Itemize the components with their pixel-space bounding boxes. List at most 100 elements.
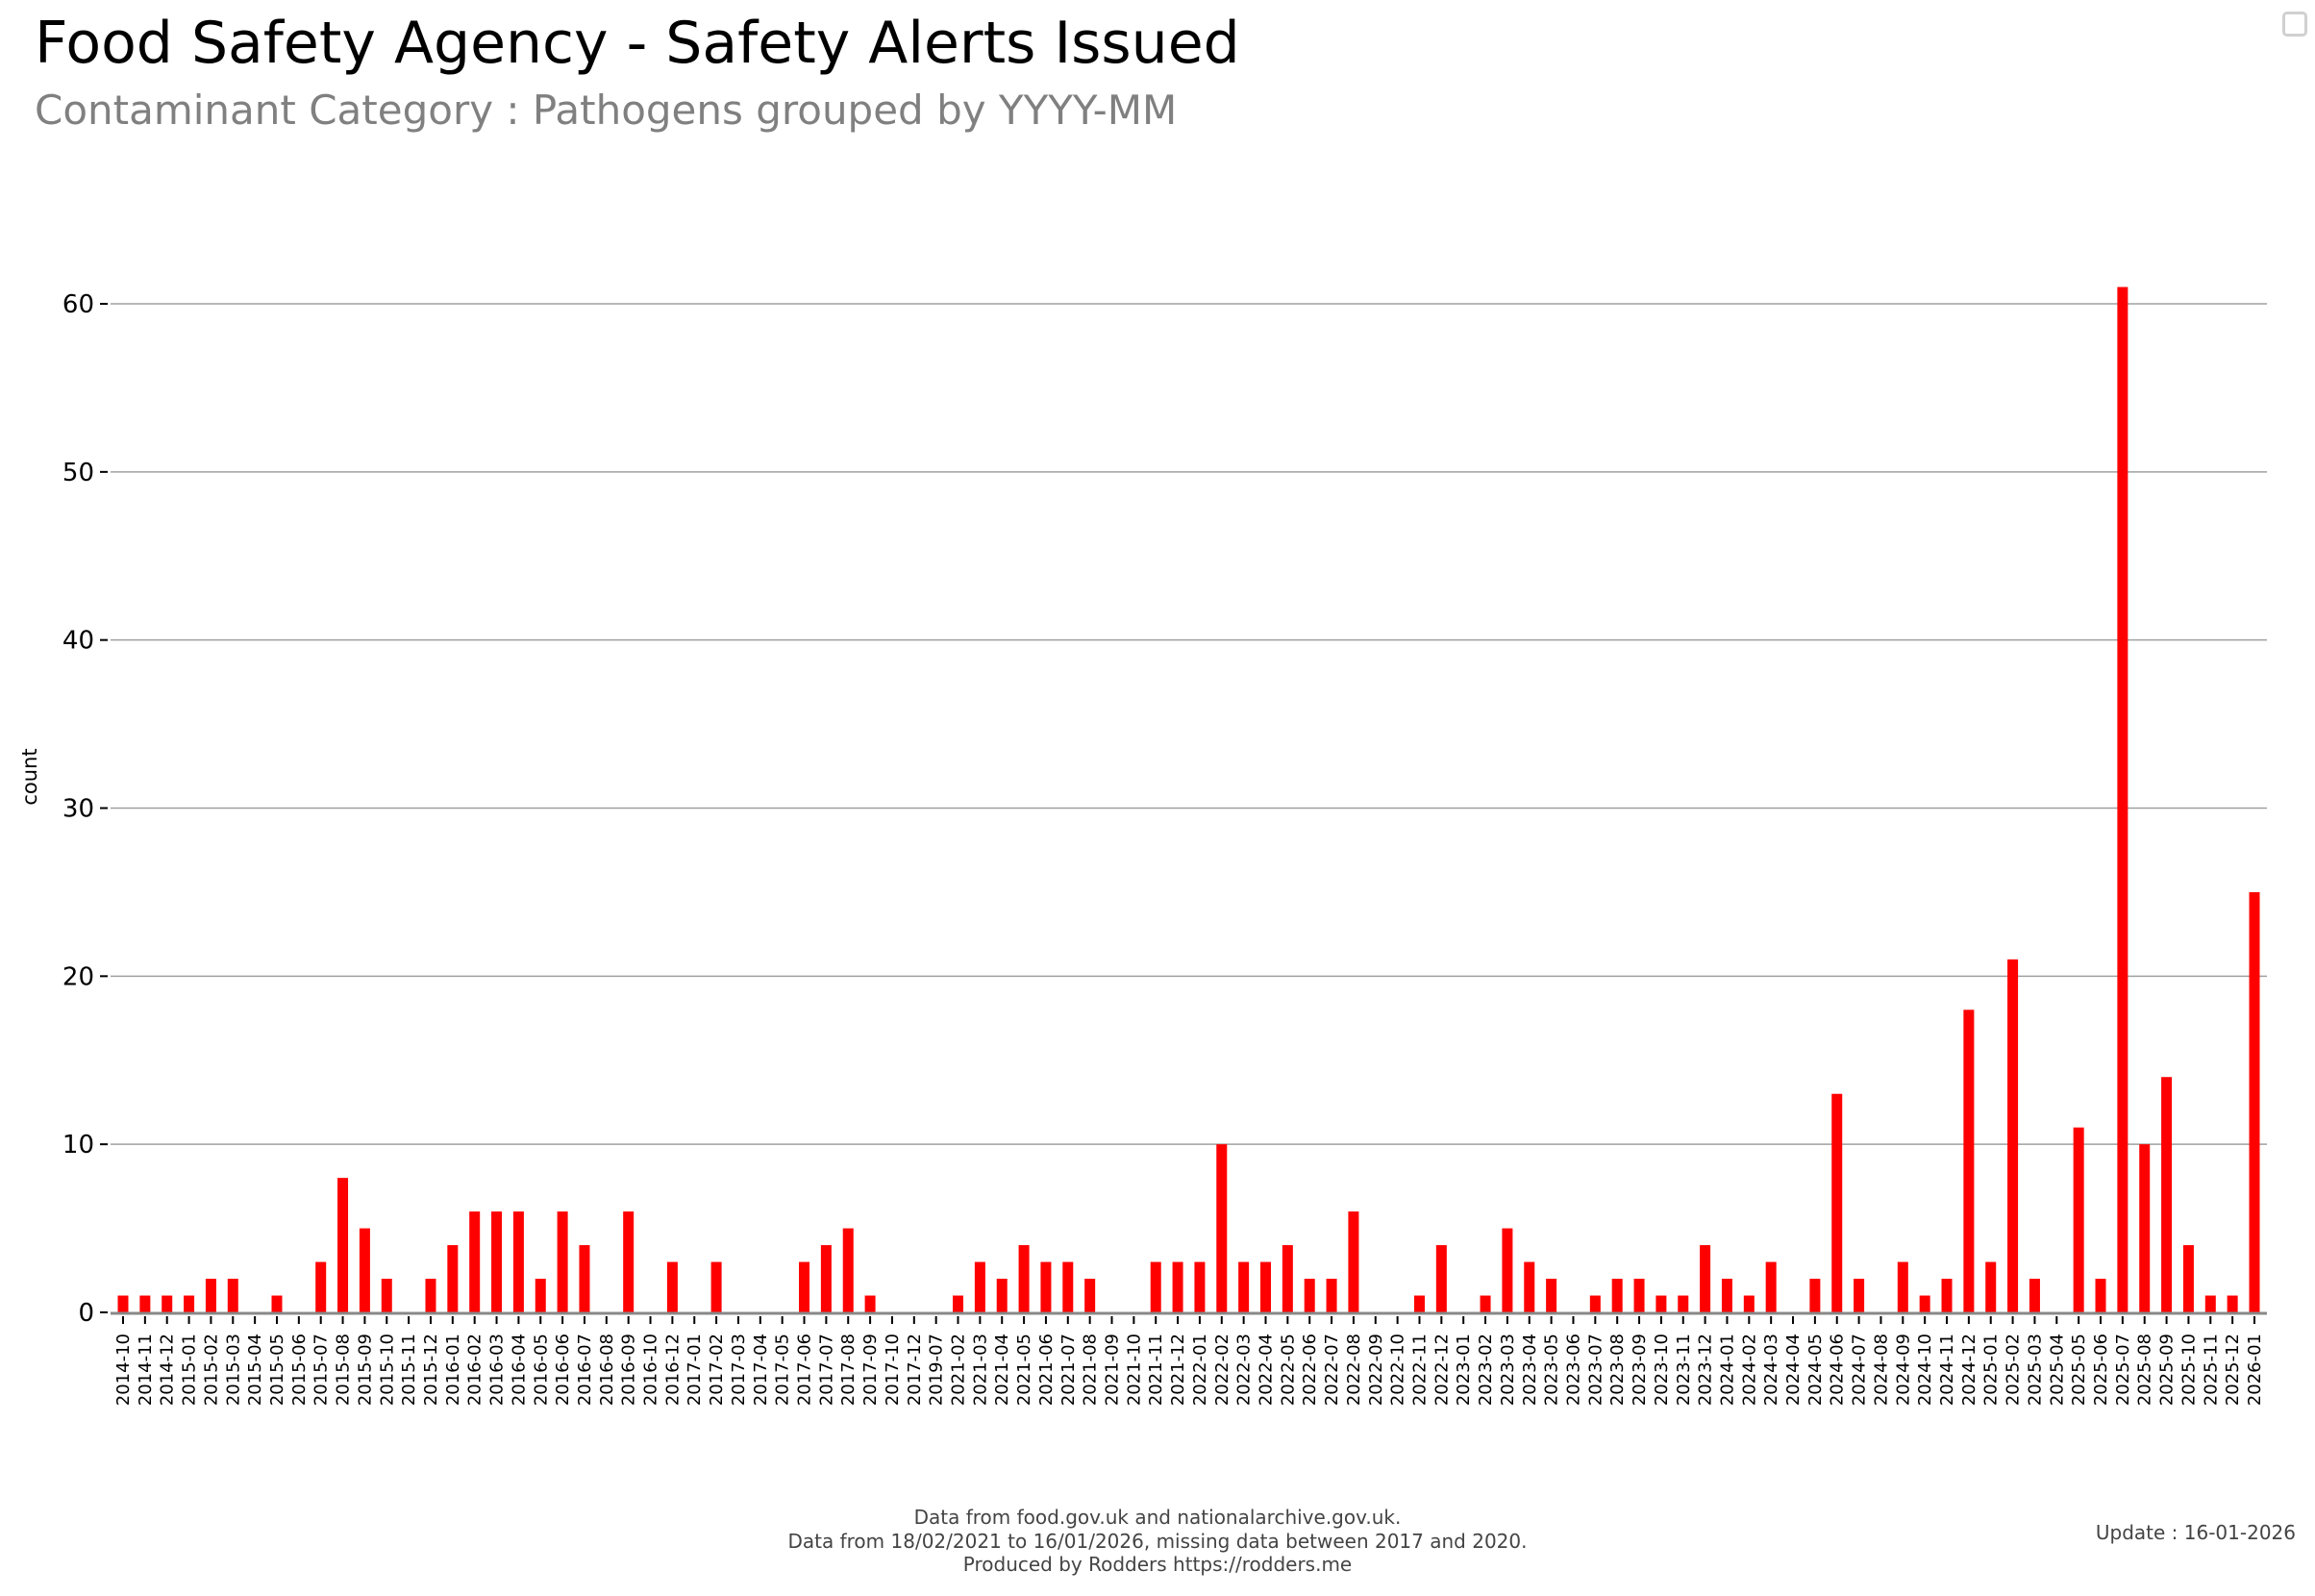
bar [359,1228,370,1312]
x-tick-label: 2023-02 [1476,1334,1496,1406]
x-tick-label: 2025-12 [2223,1334,2243,1406]
x-tick-label: 2023-09 [1630,1334,1650,1406]
x-tick-label: 2015-06 [289,1334,310,1406]
x-tick-label: 2015-04 [245,1334,265,1406]
bar [2139,1144,2151,1312]
bar [579,1245,590,1312]
bar [184,1295,195,1312]
x-tick-label: 2017-12 [905,1334,925,1406]
x-tick-label: 2025-05 [2069,1334,2089,1406]
bar [1633,1279,1645,1312]
x-tick-label: 2025-04 [2047,1334,2067,1406]
y-tick-label: 50 [62,459,94,487]
x-tick-label: 2015-09 [355,1334,375,1406]
x-tick-label: 2015-11 [399,1334,419,1406]
y-tick-label: 0 [78,1299,94,1328]
x-tick-label: 2025-08 [2135,1334,2155,1406]
bar [381,1279,392,1312]
bar [1854,1279,1865,1312]
legend-toggle-checkbox[interactable] [2282,12,2307,37]
x-tick-label: 2016-09 [619,1334,639,1406]
bar [864,1295,876,1312]
bar [469,1211,481,1312]
x-tick-label: 2015-01 [180,1334,200,1406]
x-tick-label: 2017-04 [751,1334,771,1406]
x-tick-label: 2016-08 [597,1334,617,1406]
bar [227,1279,238,1312]
y-tick-label: 20 [62,962,94,991]
x-tick-label: 2016-10 [641,1334,661,1406]
x-tick-label: 2024-08 [1871,1334,1891,1406]
x-tick-label: 2016-05 [531,1334,551,1406]
x-tick-label: 2024-12 [1959,1334,1979,1406]
bar [425,1279,436,1312]
x-tick-label: 2017-05 [773,1334,793,1406]
x-tick-label: 2024-10 [1915,1334,1935,1406]
x-tick-label: 2023-05 [1542,1334,1562,1406]
bar [842,1228,854,1312]
x-tick-label: 2016-02 [465,1334,485,1406]
x-tick-label: 2022-05 [1278,1334,1298,1406]
x-tick-label: 2014-11 [136,1334,156,1406]
x-tick-label: 2024-03 [1761,1334,1781,1406]
bar [1326,1279,1337,1312]
x-tick-label: 2022-03 [1234,1334,1255,1406]
x-tick-label: 2021-08 [1081,1334,1101,1406]
bar [2095,1279,2106,1312]
x-tick-label: 2022-06 [1300,1334,1320,1406]
x-tick-label: 2021-02 [949,1334,969,1406]
bar [1435,1245,1447,1312]
bar [666,1261,678,1312]
bar [1589,1295,1601,1312]
x-tick-label: 2015-05 [267,1334,287,1406]
bar [2007,959,2019,1312]
x-tick-label: 2021-12 [1168,1334,1188,1406]
bar [2161,1077,2173,1312]
bar [2117,287,2128,1313]
bar [1062,1261,1074,1312]
x-tick-label: 2017-07 [816,1334,836,1406]
x-tick-label: 2021-09 [1103,1334,1123,1406]
x-tick-label: 2022-09 [1366,1334,1386,1406]
x-tick-label: 2023-08 [1607,1334,1628,1406]
x-tick-label: 2024-02 [1739,1334,1759,1406]
x-tick-label: 2024-09 [1893,1334,1913,1406]
x-tick-label: 2017-09 [860,1334,881,1406]
x-tick-label: 2017-06 [795,1334,815,1406]
bar [1611,1279,1623,1312]
x-tick-label: 2022-08 [1344,1334,1364,1406]
x-tick-label: 2016-07 [575,1334,595,1406]
bar [623,1211,635,1312]
x-tick-label: 2026-01 [2245,1334,2265,1406]
x-tick-label: 2022-07 [1322,1334,1342,1406]
bar [1985,1261,1997,1312]
bar [1018,1245,1030,1312]
bar [1963,1010,1975,1312]
x-tick-label: 2023-12 [1696,1334,1716,1406]
bar [1282,1245,1293,1312]
bar [512,1211,524,1312]
x-tick-label: 2025-11 [2201,1334,2221,1406]
bar [953,1295,964,1312]
bar [337,1178,349,1312]
x-tick-label: 2022-02 [1212,1334,1232,1406]
x-tick-label: 2023-11 [1674,1334,1694,1406]
x-tick-label: 2022-10 [1388,1334,1408,1406]
update-date: Update : 16-01-2026 [2095,1521,2296,1544]
bar [2249,891,2260,1312]
x-tick-label: 2023-07 [1585,1334,1606,1406]
x-tick-label: 2023-03 [1498,1334,1518,1406]
x-tick-label: 2024-11 [1937,1334,1957,1406]
bar [1897,1261,1908,1312]
bar [799,1261,810,1312]
bar [1150,1261,1161,1312]
x-tick-label: 2025-07 [2113,1334,2133,1406]
x-tick-label: 2021-06 [1036,1334,1057,1406]
bar [820,1245,832,1312]
y-tick-label: 60 [62,290,94,319]
bar [139,1295,151,1312]
x-tick-label: 2023-01 [1454,1334,1474,1406]
x-tick-label: 2016-06 [553,1334,573,1406]
x-tick-label: 2016-04 [509,1334,529,1406]
bar [315,1261,327,1312]
